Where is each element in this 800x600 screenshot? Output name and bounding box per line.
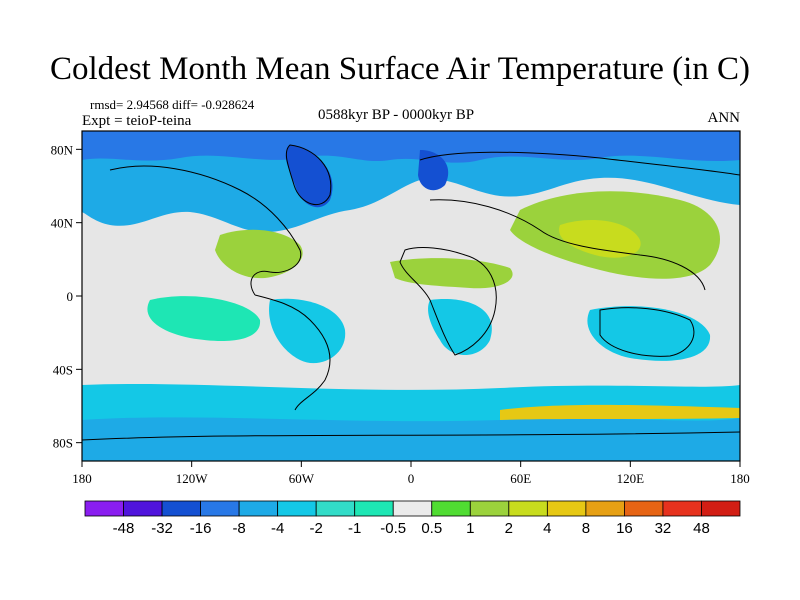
x-tick-label: 0: [408, 471, 415, 486]
x-tick-label: 60W: [289, 471, 315, 486]
y-tick-label: 80S: [53, 436, 73, 451]
x-axis: 180 120W 60W 0 60E 120E 180: [72, 461, 750, 486]
colorbar-swatch: [123, 500, 163, 517]
season-label: ANN: [707, 110, 741, 126]
x-tick-label: 180: [730, 471, 750, 486]
colorbar-label: 48: [693, 520, 710, 537]
coastlines: [82, 144, 740, 441]
colorbar-label: 0.5: [421, 520, 442, 537]
central-asia-warm: [559, 220, 641, 258]
experiment-label: Expt = teioP-teina: [82, 113, 192, 129]
colorbar-label: 4: [543, 520, 551, 537]
sahel-warm: [390, 258, 513, 289]
colorbar-swatch: [662, 500, 702, 517]
colorbar-swatch: [624, 500, 664, 517]
y-tick-label: 0: [67, 289, 74, 304]
colorbar-label: -4: [271, 520, 284, 537]
colorbar-swatch: [84, 500, 124, 517]
africa-cool: [428, 299, 492, 355]
colorbar-swatch: [315, 500, 356, 517]
y-tick-label: 40N: [51, 216, 74, 231]
colorbar-label: 1: [466, 520, 474, 537]
arctic-core: [82, 131, 740, 163]
y-tick-label: 40S: [53, 362, 73, 377]
colorbar-swatch: [277, 500, 317, 517]
colorbar-swatch: [238, 500, 279, 517]
colorbar-label: -48: [113, 520, 135, 537]
scandinavia-cold: [418, 150, 449, 191]
colorbar-label: -1: [348, 520, 361, 537]
colorbar-swatch: [508, 500, 548, 517]
colorbar-swatch: [431, 500, 471, 517]
colorbar-label: 16: [616, 520, 633, 537]
colorbar-label: 2: [505, 520, 513, 537]
colorbar-swatch: [200, 500, 240, 517]
colorbar-swatch: [161, 500, 201, 517]
antarctic-band: [82, 417, 740, 461]
north-america-warm: [215, 229, 303, 279]
stats-label: rmsd= 2.94568 diff= -0.928624: [90, 97, 255, 112]
colorbar-label: -8: [232, 520, 245, 537]
map-title: Coldest Month Mean Surface Air Temperatu…: [50, 51, 750, 87]
colorbar-label: -32: [151, 520, 173, 537]
colorbar-swatch: [392, 500, 433, 517]
x-tick-label: 60E: [510, 471, 531, 486]
colorbar-label: 32: [655, 520, 672, 537]
south-america-cool: [269, 298, 346, 364]
x-tick-label: 120W: [176, 471, 209, 486]
colorbar-label: 8: [582, 520, 590, 537]
colorbar-label: -2: [310, 520, 323, 537]
colorbar-swatch: [354, 500, 394, 517]
y-tick-label: 80N: [51, 142, 74, 157]
y-axis: 80N 40N 0 40S 80S: [51, 142, 82, 451]
colorbar-swatch: [546, 500, 587, 517]
antarctic-warm-fringe: [500, 404, 740, 420]
colorbar-swatch: [585, 500, 625, 517]
colorbar-swatch: [701, 500, 741, 517]
field-layer: [82, 131, 740, 461]
period-label: 0588kyr BP - 0000kyr BP: [318, 107, 475, 123]
colorbar-swatch: [469, 500, 510, 517]
colorbar: -48 -32 -16 -8 -4 -2 -1 -0.5 0.5 1 2 4 8 16 32 48: [84, 500, 741, 537]
colorbar-label: -0.5: [380, 520, 406, 537]
x-tick-label: 180: [72, 471, 92, 486]
x-tick-label: 120E: [617, 471, 645, 486]
australia-cool: [587, 306, 711, 361]
tropical-pacific-cool: [147, 296, 261, 341]
colorbar-label: -16: [190, 520, 212, 537]
